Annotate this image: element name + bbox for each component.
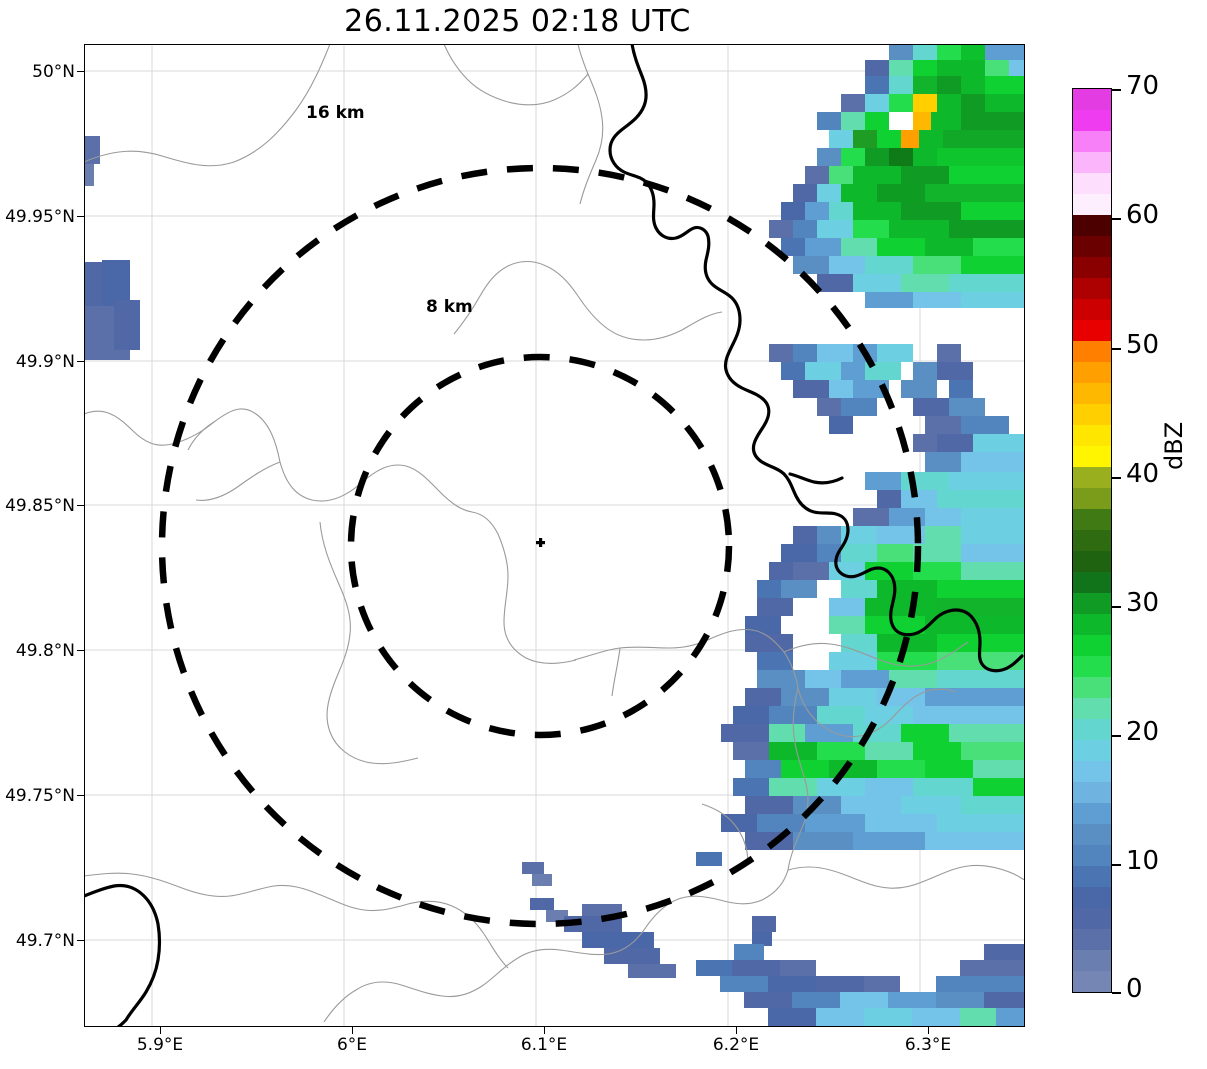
colorbar-band-29 (1073, 698, 1111, 719)
colorbar-band-21 (1073, 530, 1111, 551)
colorbar-band-11 (1073, 320, 1111, 341)
page-title: 26.11.2025 02:18 UTC (344, 4, 691, 39)
colorbar-band-30 (1073, 719, 1111, 740)
colorbar-title: dBZ (1160, 421, 1188, 470)
colorbar-band-1 (1073, 110, 1111, 131)
colorbar-tick-60 (1112, 218, 1121, 220)
colorbar-band-27 (1073, 656, 1111, 677)
colorbar-label-10: 10 (1126, 846, 1160, 876)
colorbar-tick-0 (1112, 992, 1121, 994)
radar-site-marker (536, 538, 545, 547)
colorbar-band-24 (1073, 593, 1111, 614)
colorbar-band-42 (1073, 971, 1111, 992)
radar-echo-layer (85, 45, 1024, 1026)
range-ring-label-16km: 16 km (306, 103, 365, 123)
colorbar-band-33 (1073, 782, 1111, 803)
colorbar-label-30: 30 (1126, 588, 1160, 618)
colorbar-band-25 (1073, 614, 1111, 635)
y-tick-5 (77, 795, 84, 796)
colorbar-band-10 (1073, 299, 1111, 320)
colorbar-label-70: 70 (1126, 71, 1160, 101)
range-ring-8km (347, 353, 733, 739)
colorbar-band-38 (1073, 887, 1111, 908)
colorbar-band-16 (1073, 425, 1111, 446)
colorbar-band-34 (1073, 803, 1111, 824)
colorbar-tick-50 (1112, 348, 1121, 350)
colorbar-band-40 (1073, 929, 1111, 950)
colorbar-band-32 (1073, 761, 1111, 782)
colorbar-tick-70 (1112, 89, 1121, 91)
y-axis-label-1: 49.95°N (5, 207, 75, 227)
colorbar-band-6 (1073, 215, 1111, 236)
national-border (85, 45, 1024, 1026)
colorbar-band-4 (1073, 173, 1111, 194)
colorbar-band-3 (1073, 152, 1111, 173)
y-axis-label-2: 49.9°N (15, 352, 75, 372)
x-axis-label-1: 6°E (336, 1035, 368, 1055)
x-axis-label-2: 6.1°E (520, 1035, 568, 1055)
x-axis-label-0: 5.9°E (136, 1035, 184, 1055)
x-tick-4 (928, 1027, 929, 1034)
y-axis-label-6: 49.7°N (15, 931, 75, 951)
colorbar-band-12 (1073, 341, 1111, 362)
colorbar-band-37 (1073, 866, 1111, 887)
y-tick-4 (77, 650, 84, 651)
colorbar-label-50: 50 (1126, 330, 1160, 360)
x-axis-label-4: 6.3°E (904, 1035, 952, 1055)
y-tick-1 (77, 216, 84, 217)
colorbar-tick-40 (1112, 477, 1121, 479)
colorbar-band-36 (1073, 845, 1111, 866)
colorbar-label-60: 60 (1126, 200, 1160, 230)
y-axis-label-5: 49.75°N (5, 786, 75, 806)
colorbar-band-41 (1073, 950, 1111, 971)
colorbar-band-19 (1073, 488, 1111, 509)
colorbar-band-0 (1073, 89, 1111, 110)
colorbar-band-35 (1073, 824, 1111, 845)
colorbar-label-20: 20 (1126, 717, 1160, 747)
x-tick-0 (160, 1027, 161, 1034)
y-tick-0 (77, 71, 84, 72)
colorbar-band-22 (1073, 551, 1111, 572)
colorbar-tick-10 (1112, 864, 1121, 866)
colorbar-band-31 (1073, 740, 1111, 761)
x-axis-label-3: 6.2°E (712, 1035, 760, 1055)
y-axis-label-3: 49.85°N (5, 496, 75, 516)
colorbar-band-20 (1073, 509, 1111, 530)
y-axis-label-4: 49.8°N (15, 641, 75, 661)
range-ring-16km (158, 164, 922, 928)
colorbar-band-7 (1073, 236, 1111, 257)
y-tick-3 (77, 505, 84, 506)
colorbar-band-13 (1073, 362, 1111, 383)
radar-map-svg (85, 45, 1024, 1026)
colorbar-band-28 (1073, 677, 1111, 698)
colorbar-band-18 (1073, 467, 1111, 488)
colorbar-label-0: 0 (1126, 974, 1143, 1004)
colorbar (1072, 88, 1112, 993)
y-tick-2 (77, 361, 84, 362)
admin-boundaries (85, 45, 1024, 1023)
radar-plot-area: 16 km 8 km (84, 44, 1025, 1027)
colorbar-band-15 (1073, 404, 1111, 425)
colorbar-band-17 (1073, 446, 1111, 467)
x-tick-3 (736, 1027, 737, 1034)
colorbar-tick-20 (1112, 735, 1121, 737)
colorbar-band-39 (1073, 908, 1111, 929)
colorbar-band-14 (1073, 383, 1111, 404)
colorbar-band-26 (1073, 635, 1111, 656)
colorbar-label-40: 40 (1126, 459, 1160, 489)
colorbar-band-9 (1073, 278, 1111, 299)
range-ring-label-8km: 8 km (426, 297, 473, 317)
colorbar-band-23 (1073, 572, 1111, 593)
colorbar-tick-30 (1112, 606, 1121, 608)
colorbar-band-5 (1073, 194, 1111, 215)
x-tick-1 (352, 1027, 353, 1034)
y-axis-label-0: 50°N (32, 62, 75, 82)
colorbar-band-2 (1073, 131, 1111, 152)
y-tick-6 (77, 940, 84, 941)
colorbar-band-8 (1073, 257, 1111, 278)
x-tick-2 (544, 1027, 545, 1034)
